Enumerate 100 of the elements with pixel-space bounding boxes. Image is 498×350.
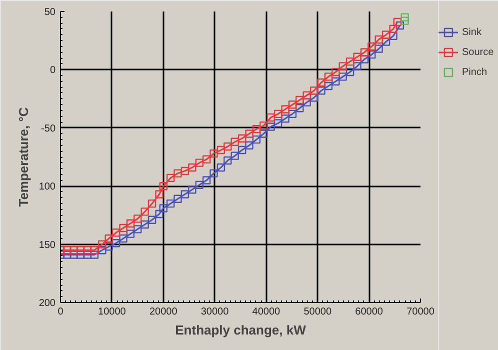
point bbox=[302, 98, 311, 106]
x-tick-label: 10000 bbox=[98, 306, 126, 318]
point bbox=[324, 82, 333, 90]
point bbox=[274, 119, 282, 128]
y-tick-label: 150 bbox=[38, 240, 56, 251]
legend-label: Source bbox=[462, 46, 494, 58]
y-axis-title: Temperature, °C bbox=[16, 106, 31, 207]
point bbox=[296, 104, 304, 112]
point bbox=[338, 72, 347, 81]
point bbox=[188, 185, 196, 194]
point bbox=[281, 114, 290, 123]
point bbox=[317, 86, 326, 95]
point bbox=[210, 169, 218, 178]
point bbox=[119, 234, 128, 243]
point bbox=[396, 21, 404, 30]
point bbox=[368, 50, 376, 59]
point bbox=[332, 68, 340, 76]
x-tick-label: 20000 bbox=[149, 306, 178, 318]
point bbox=[112, 228, 120, 237]
x-tick-label: 60000 bbox=[355, 306, 384, 318]
point bbox=[159, 204, 168, 212]
point bbox=[346, 57, 354, 66]
point bbox=[353, 52, 362, 61]
point bbox=[140, 208, 149, 216]
x-tick-label: 30000 bbox=[200, 306, 230, 318]
point bbox=[360, 48, 369, 56]
point bbox=[230, 138, 239, 146]
point bbox=[274, 110, 282, 118]
point bbox=[140, 220, 149, 229]
point bbox=[104, 234, 113, 243]
y-tick-label: 100 bbox=[38, 182, 56, 193]
x-tick-label: 50000 bbox=[304, 306, 332, 318]
point bbox=[389, 24, 398, 34]
point bbox=[288, 110, 297, 118]
point bbox=[148, 199, 156, 208]
point bbox=[382, 30, 390, 39]
point bbox=[288, 100, 297, 109]
point bbox=[98, 246, 106, 254]
point bbox=[346, 68, 354, 76]
point bbox=[180, 190, 190, 198]
point bbox=[400, 13, 409, 22]
point bbox=[112, 239, 120, 248]
point bbox=[126, 230, 135, 238]
point bbox=[281, 105, 290, 114]
point bbox=[104, 242, 113, 251]
point bbox=[202, 155, 211, 164]
point bbox=[332, 77, 340, 86]
point bbox=[260, 130, 268, 138]
y-tick-label: 200 bbox=[38, 298, 56, 309]
point bbox=[134, 225, 142, 234]
point bbox=[393, 18, 402, 26]
point bbox=[216, 163, 226, 172]
legend-label: Sink bbox=[462, 26, 482, 38]
point bbox=[70, 246, 78, 254]
x-tick-label: 40000 bbox=[252, 306, 281, 318]
point bbox=[260, 121, 268, 130]
point bbox=[155, 210, 164, 218]
point bbox=[317, 78, 326, 87]
point bbox=[338, 62, 347, 70]
y-tick-label: -50 bbox=[41, 123, 56, 134]
point bbox=[63, 246, 72, 254]
point bbox=[368, 42, 376, 51]
legend-label: Pinch bbox=[462, 66, 488, 78]
point bbox=[134, 214, 142, 223]
x-tick-label: 0 bbox=[58, 306, 64, 318]
point bbox=[98, 240, 106, 248]
point bbox=[252, 135, 261, 144]
x-axis-title: Enthaply change, kW bbox=[175, 322, 307, 338]
point bbox=[188, 163, 196, 172]
point bbox=[148, 216, 156, 224]
point bbox=[202, 176, 211, 184]
point bbox=[230, 152, 239, 160]
point bbox=[238, 146, 246, 154]
point bbox=[90, 250, 99, 259]
point bbox=[302, 91, 311, 100]
point bbox=[245, 130, 254, 138]
point bbox=[374, 44, 383, 53]
point bbox=[76, 246, 85, 254]
point bbox=[266, 122, 275, 131]
point bbox=[90, 246, 99, 254]
point bbox=[166, 199, 175, 208]
point bbox=[195, 158, 204, 167]
point bbox=[374, 35, 383, 44]
point bbox=[166, 174, 175, 182]
point bbox=[210, 149, 218, 158]
point bbox=[224, 156, 232, 165]
point bbox=[266, 113, 275, 122]
point bbox=[119, 224, 128, 232]
point bbox=[159, 182, 168, 190]
point bbox=[224, 142, 232, 151]
point bbox=[174, 194, 182, 204]
point bbox=[83, 246, 92, 254]
point bbox=[216, 146, 226, 154]
point bbox=[238, 134, 246, 142]
x-tick-label: 70000 bbox=[406, 306, 435, 318]
point bbox=[296, 96, 304, 104]
point bbox=[400, 16, 409, 25]
point bbox=[174, 169, 182, 178]
point bbox=[353, 62, 362, 70]
y-tick-label: 50 bbox=[44, 7, 56, 18]
